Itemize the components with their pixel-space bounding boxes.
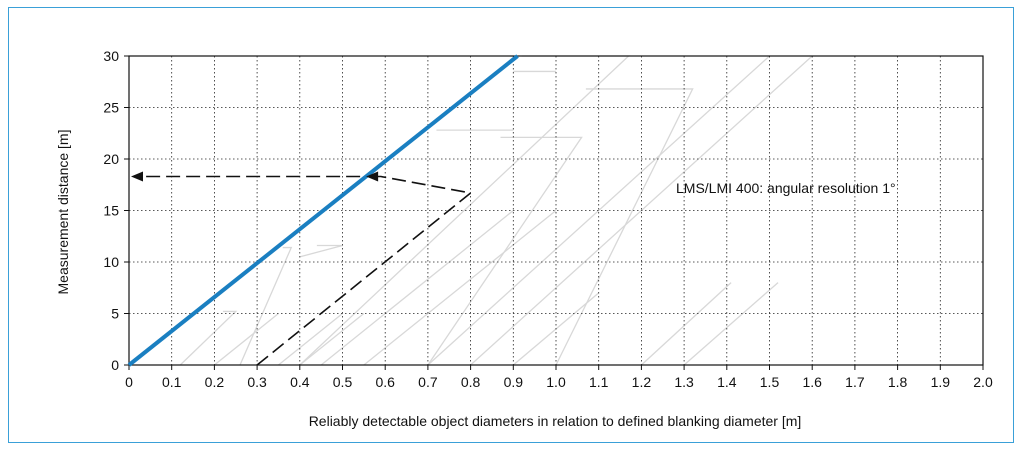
background-line — [555, 88, 694, 366]
plot-area-border — [128, 55, 984, 366]
x-tick-label: 1.0 — [546, 374, 566, 390]
background-line — [427, 55, 770, 366]
x-tick-label: 0.7 — [418, 374, 438, 390]
x-tick-label: 1.6 — [802, 374, 822, 390]
y-tick-label: 20 — [103, 151, 119, 167]
x-tick-label: 0 — [125, 374, 133, 390]
x-tick-label: 0.1 — [162, 374, 182, 390]
background-line — [179, 310, 238, 366]
y-tick-label: 10 — [103, 254, 119, 270]
background-line — [683, 282, 779, 366]
x-tick-label: 0.2 — [205, 374, 225, 390]
x-tick-label: 0.9 — [504, 374, 524, 390]
tick-labels-group: 0 0.1 0.2 0.3 0.4 0.5 0.6 0.7 0.8 0.9 1.0 1.1 1.2 1.3… — [103, 48, 993, 390]
series-group — [127, 54, 519, 367]
x-axis-label: Reliably detectable object diameters in … — [309, 413, 802, 429]
background-line — [320, 209, 514, 366]
arrowhead-axis — [131, 171, 143, 182]
x-tick-label: 0.5 — [333, 374, 353, 390]
x-tick-label: 0.6 — [375, 374, 395, 390]
y-tick-label: 0 — [111, 357, 119, 373]
y-tick-label: 15 — [103, 203, 119, 219]
y-tick-label: 5 — [111, 306, 119, 322]
x-tick-label: 1.2 — [632, 374, 652, 390]
background-line — [363, 209, 557, 366]
background-line — [299, 312, 365, 366]
background-line — [278, 312, 343, 366]
axes-group — [124, 55, 984, 370]
x-tick-label: 2.0 — [973, 374, 993, 390]
x-tick-label: 1.7 — [845, 374, 865, 390]
chart-frame — [8, 7, 1014, 443]
x-tick-label: 1.1 — [589, 374, 609, 390]
x-tick-label: 0.3 — [247, 374, 267, 390]
x-tick-label: 0.4 — [290, 374, 310, 390]
series-line-main — [127, 54, 519, 367]
y-tick-label: 25 — [103, 100, 119, 116]
background-line — [640, 282, 732, 366]
y-tick-label: 30 — [103, 48, 119, 64]
x-tick-label: 1.3 — [674, 374, 694, 390]
grid-group — [129, 56, 983, 365]
y-axis-label: Measurement distance [m] — [55, 130, 71, 295]
background-line — [213, 312, 279, 366]
arrowhead-intersection — [366, 171, 379, 182]
x-tick-label: 1.8 — [888, 374, 908, 390]
x-tick-label: 1.5 — [760, 374, 780, 390]
chart-annotation: LMS/LMI 400: angular resolution 1° — [676, 180, 896, 196]
background-line — [239, 246, 293, 366]
background-line — [427, 136, 583, 366]
x-tick-label: 1.9 — [931, 374, 951, 390]
background-line — [299, 244, 343, 258]
x-tick-label: 1.4 — [717, 374, 737, 390]
x-tick-label: 0.8 — [461, 374, 481, 390]
